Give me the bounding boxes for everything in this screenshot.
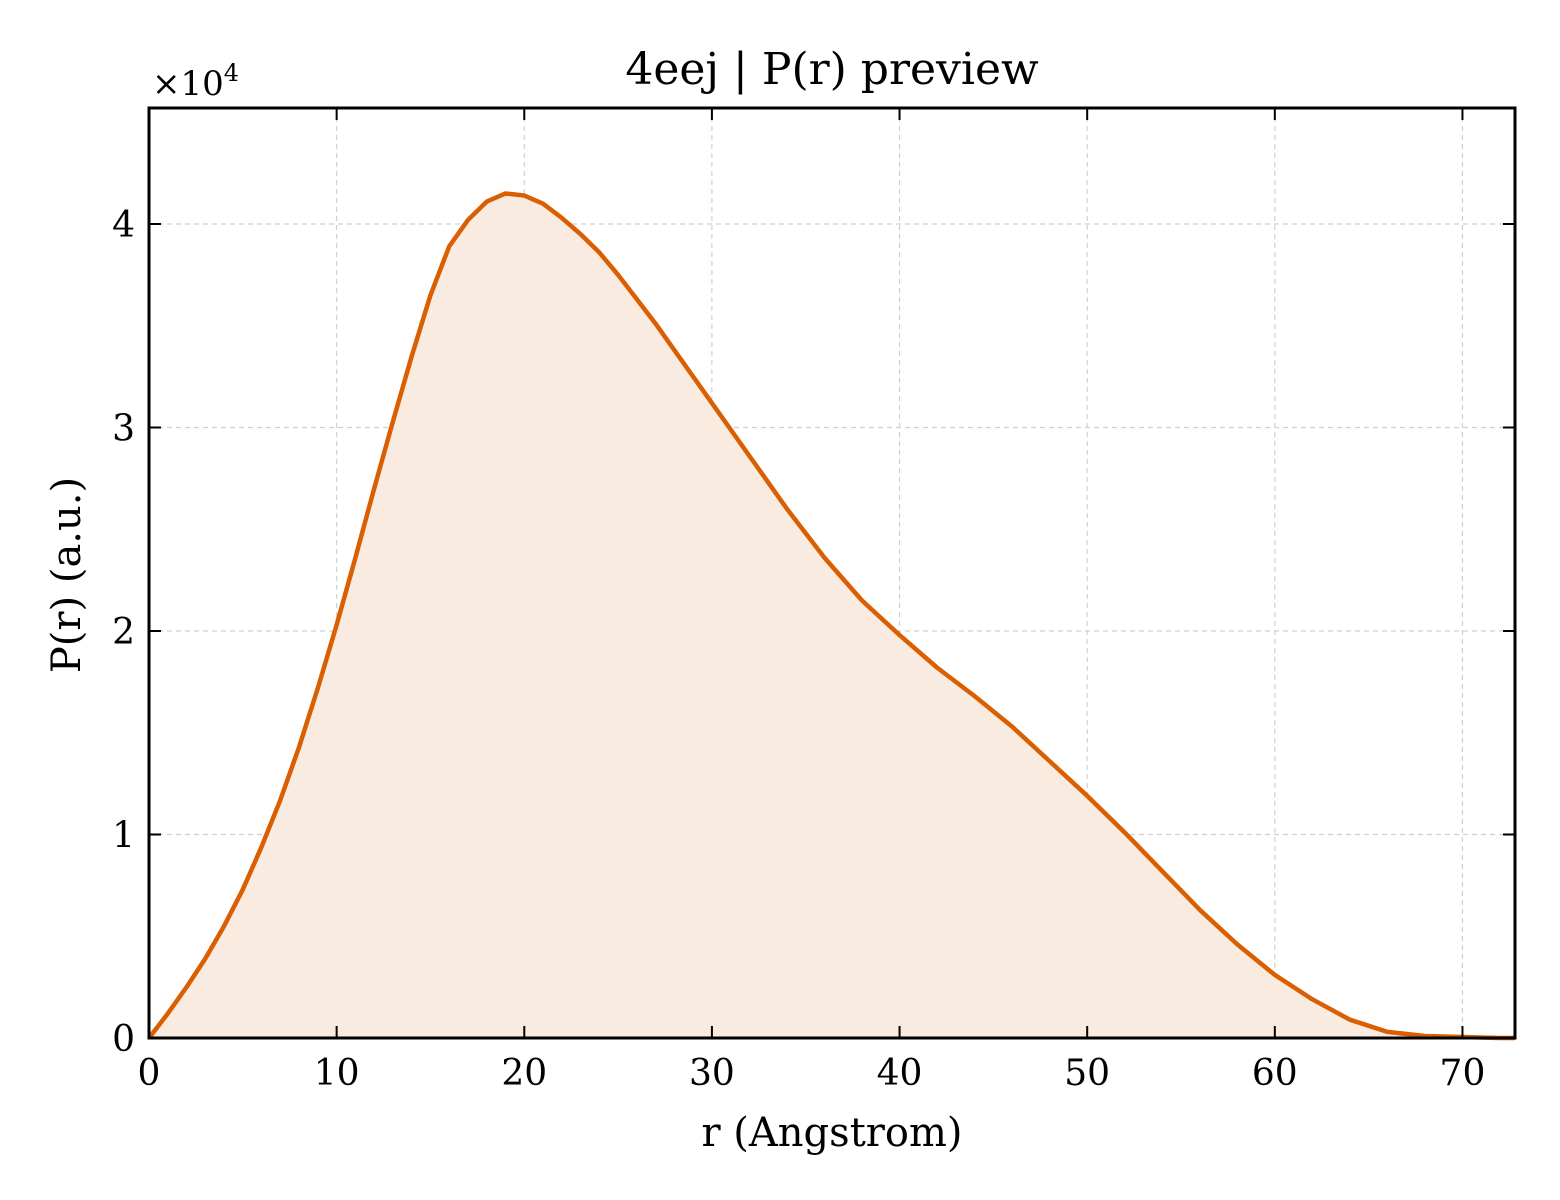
x-tick-label: 30 [689, 1053, 735, 1094]
y-tick-label: 1 [112, 815, 135, 856]
x-tick-label: 60 [1252, 1053, 1298, 1094]
x-axis-label: r (Angstrom) [701, 1110, 962, 1156]
y-tick-label: 3 [112, 408, 135, 449]
x-tick-label: 40 [877, 1053, 923, 1094]
pr-line [147, 191, 1515, 1041]
y-axis-label: P(r) (a.u.) [44, 477, 90, 673]
y-tick-label: 2 [112, 612, 135, 653]
plot-frame [147, 106, 1517, 1040]
x-tick-label: 20 [501, 1053, 547, 1094]
y-tick-label: 4 [112, 205, 135, 246]
x-tick-label: 70 [1440, 1053, 1486, 1094]
x-tick-label: 50 [1064, 1053, 1110, 1094]
pr-area-fill [149, 193, 1515, 1039]
x-tick-label: 10 [314, 1053, 360, 1094]
y-multiplier-base: ×10 [152, 64, 224, 104]
axis-ticks: 0 10 20 30 40 50 60 70 0 1 2 3 4 [112, 108, 1515, 1094]
y-multiplier: ×104 [152, 59, 239, 104]
x-tick-label: 0 [138, 1053, 161, 1094]
y-multiplier-exponent: 4 [224, 59, 239, 87]
chart-title: 4eej | P(r) preview [625, 44, 1039, 95]
y-tick-label: 0 [112, 1019, 135, 1060]
